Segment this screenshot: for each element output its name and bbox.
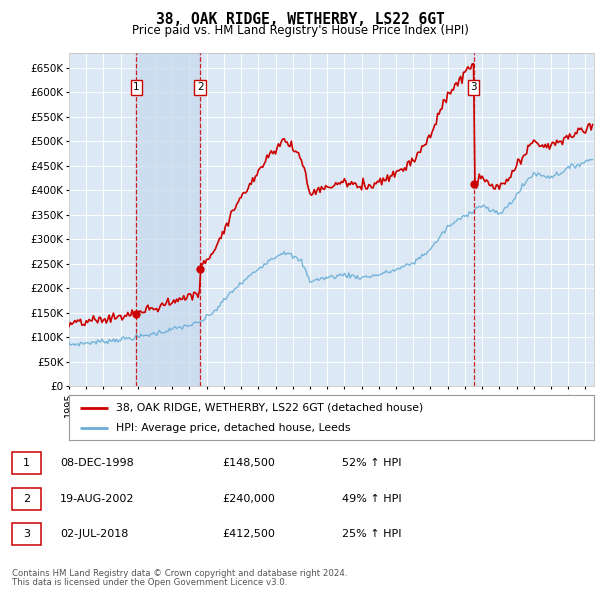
Text: This data is licensed under the Open Government Licence v3.0.: This data is licensed under the Open Gov… xyxy=(12,578,287,587)
Text: £240,000: £240,000 xyxy=(222,494,275,503)
Text: 25% ↑ HPI: 25% ↑ HPI xyxy=(342,529,401,539)
Text: 02-JUL-2018: 02-JUL-2018 xyxy=(60,529,128,539)
Text: 1: 1 xyxy=(23,458,30,468)
Text: 3: 3 xyxy=(470,83,477,93)
Text: £412,500: £412,500 xyxy=(222,529,275,539)
Text: Price paid vs. HM Land Registry's House Price Index (HPI): Price paid vs. HM Land Registry's House … xyxy=(131,24,469,37)
Text: HPI: Average price, detached house, Leeds: HPI: Average price, detached house, Leed… xyxy=(116,424,351,434)
Text: 1: 1 xyxy=(133,83,140,93)
Bar xyxy=(136,53,200,386)
Text: 38, OAK RIDGE, WETHERBY, LS22 6GT (detached house): 38, OAK RIDGE, WETHERBY, LS22 6GT (detac… xyxy=(116,403,424,412)
Text: 2: 2 xyxy=(23,494,30,503)
Text: 49% ↑ HPI: 49% ↑ HPI xyxy=(342,494,401,503)
Text: 2: 2 xyxy=(197,83,204,93)
Text: £148,500: £148,500 xyxy=(222,458,275,468)
Text: 08-DEC-1998: 08-DEC-1998 xyxy=(60,458,134,468)
Text: Contains HM Land Registry data © Crown copyright and database right 2024.: Contains HM Land Registry data © Crown c… xyxy=(12,569,347,578)
Text: 38, OAK RIDGE, WETHERBY, LS22 6GT: 38, OAK RIDGE, WETHERBY, LS22 6GT xyxy=(155,12,445,27)
Text: 19-AUG-2002: 19-AUG-2002 xyxy=(60,494,134,503)
Text: 52% ↑ HPI: 52% ↑ HPI xyxy=(342,458,401,468)
Text: 3: 3 xyxy=(23,529,30,539)
